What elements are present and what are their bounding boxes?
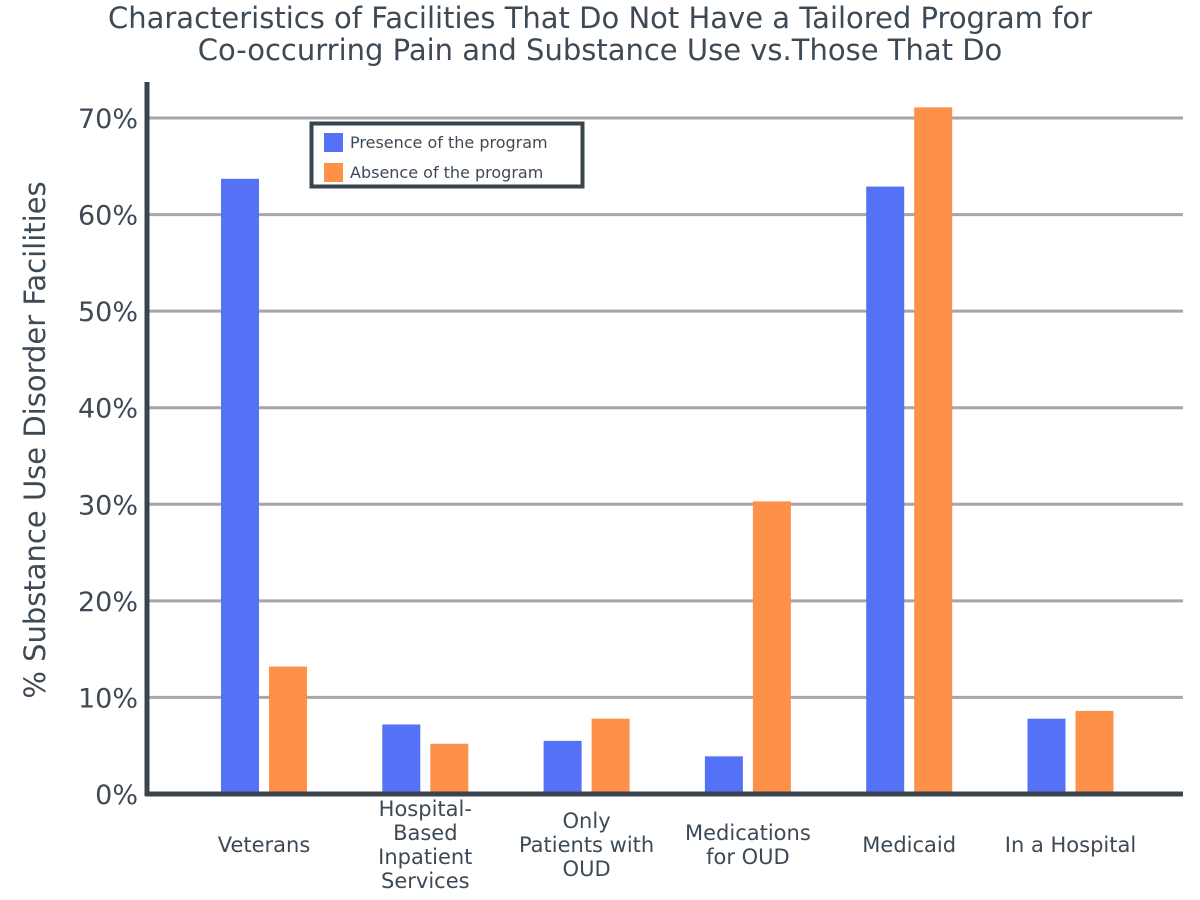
chart-title-line-2: Co-occurring Pain and Substance Use vs.T… xyxy=(197,33,1003,67)
y-tick-label: 30% xyxy=(78,490,138,521)
y-tick-label: 40% xyxy=(78,394,138,425)
legend-label: Presence of the program xyxy=(350,133,548,152)
bar xyxy=(1027,718,1066,794)
legend-label: Absence of the program xyxy=(350,163,543,182)
chart-title-line-1: Characteristics of Facilities That Do No… xyxy=(107,1,1093,35)
bar xyxy=(543,740,582,794)
bar xyxy=(591,718,630,794)
y-tick-label: 0% xyxy=(95,780,138,811)
y-tick-label: 50% xyxy=(78,297,138,328)
bar xyxy=(382,724,421,794)
legend-box xyxy=(309,121,585,189)
chart-title: Characteristics of Facilities That Do No… xyxy=(0,2,1200,66)
x-tick-label: Medications for OUD xyxy=(685,821,811,869)
bar xyxy=(1075,710,1114,794)
x-tick-label: Veterans xyxy=(218,833,311,857)
bar xyxy=(269,666,307,794)
bar xyxy=(430,743,469,794)
y-tick-labels: 0% 10% 20% 30% 40% 50% 60% 70% xyxy=(78,104,138,811)
y-tick-label: 60% xyxy=(78,201,138,232)
legend-swatch xyxy=(324,133,343,152)
legend-swatch xyxy=(324,163,343,182)
x-tick-label: Medicaid xyxy=(862,833,956,857)
y-tick-label: 10% xyxy=(78,683,138,714)
x-tick-labels: Veterans Hospital-Based Inpatient Services O… xyxy=(218,797,1136,893)
y-tick-label: 70% xyxy=(78,104,138,135)
y-tick-label: 20% xyxy=(78,587,138,618)
legend: Presence of the program Absence of the pr… xyxy=(309,121,585,189)
bar xyxy=(221,178,259,795)
x-tick-label: Hospital-Based Inpatient Services xyxy=(378,797,472,893)
bars xyxy=(221,107,1114,795)
bar xyxy=(866,186,905,794)
x-tick-label: In a Hospital xyxy=(1005,833,1136,857)
bar xyxy=(752,501,791,794)
gridlines xyxy=(147,116,1183,699)
x-tick-label: Only Patients with OUD xyxy=(519,809,654,881)
axes xyxy=(144,82,1183,797)
bar xyxy=(704,756,743,794)
bar xyxy=(914,107,953,795)
